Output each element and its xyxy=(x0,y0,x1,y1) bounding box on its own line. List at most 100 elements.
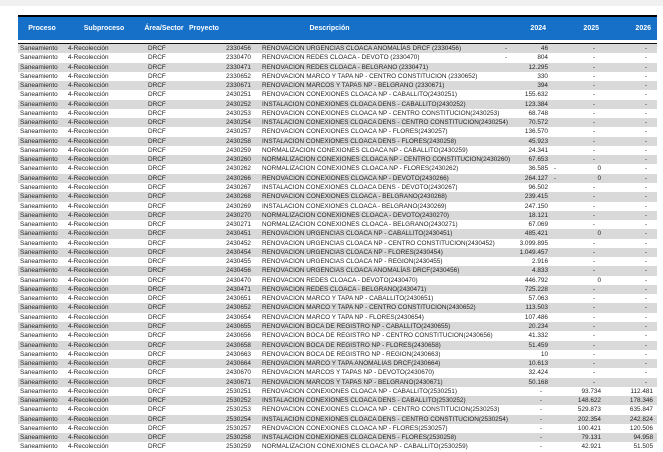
proceso-cell[interactable]: Saneamiento xyxy=(20,109,58,117)
proyecto-cell[interactable]: 2430651 xyxy=(226,295,251,303)
proceso-cell[interactable]: Saneamiento xyxy=(20,406,58,414)
descripcion-cell[interactable]: NORMALIZACION CONEXIONES CLOACA NP - FLO… xyxy=(262,165,459,173)
subproceso-cell[interactable]: 4-Recolección xyxy=(68,397,109,405)
y2024-cell[interactable]: 50.168 xyxy=(528,378,548,386)
y2024-cell[interactable]: 107.486 xyxy=(524,313,548,321)
y2026-cell[interactable]: - xyxy=(644,109,647,117)
area-sector-cell[interactable]: DRCF xyxy=(148,165,166,173)
y2025-cell[interactable]: -0 xyxy=(552,164,605,173)
descripcion-cell[interactable]: RENOVACION BOCA DE REGISTRO NP - CENTRO … xyxy=(262,332,493,340)
proceso-cell[interactable]: Saneamiento xyxy=(20,137,58,145)
area-sector-cell[interactable]: DRCF xyxy=(148,193,166,201)
subproceso-cell[interactable]: 4-Recolección xyxy=(68,276,109,284)
area-sector-cell[interactable]: DRCF xyxy=(148,258,166,266)
y2026-cell[interactable]: - xyxy=(644,137,647,145)
proyecto-cell[interactable]: 2430470 xyxy=(226,276,251,284)
y2024-cell[interactable]: 446.792 xyxy=(524,276,548,284)
area-sector-cell[interactable]: DRCF xyxy=(148,128,166,136)
descripcion-cell[interactable]: RENOVACION REDES CLOACA - BELGRANO (2330… xyxy=(262,63,429,71)
y2025-cell[interactable]: 42.921 xyxy=(581,443,601,451)
subproceso-cell[interactable]: 4-Recolección xyxy=(68,146,109,154)
descripcion-cell[interactable]: RENOVACION MARCO Y TAPA ANOMALIAS DRCF(2… xyxy=(262,360,441,368)
descripcion-cell[interactable]: NORMALIZACION CONEXIONES CLOACA NP - CAB… xyxy=(262,443,468,451)
proyecto-cell[interactable]: 2430253 xyxy=(226,109,251,117)
subproceso-cell[interactable]: 4-Recolección xyxy=(68,45,109,52)
y2026-cell[interactable]: - xyxy=(644,230,647,238)
descripcion-cell[interactable]: RENOVACION CONEXIONES CLOACA NP - CENTRO… xyxy=(262,109,500,117)
y2024-cell[interactable]: 57.063 xyxy=(528,295,548,303)
proceso-cell[interactable]: Saneamiento xyxy=(20,350,58,358)
y2026-cell[interactable]: - xyxy=(644,183,647,191)
proyecto-cell[interactable]: 2430260 xyxy=(226,156,251,164)
proyecto-cell[interactable]: 2430252 xyxy=(226,100,251,108)
subproceso-cell[interactable]: 4-Recolección xyxy=(68,183,109,191)
proyecto-cell[interactable]: 2430671 xyxy=(226,378,251,386)
y2026-cell[interactable]: - xyxy=(644,119,647,127)
y2025-cell[interactable]: 79.131 xyxy=(581,434,601,442)
y2025-cell[interactable]: - xyxy=(592,221,595,229)
proyecto-cell[interactable]: 2430652 xyxy=(226,304,251,312)
y2025-cell[interactable]: - xyxy=(592,378,595,386)
y2025-cell[interactable]: - xyxy=(592,295,595,303)
proceso-cell[interactable]: Saneamiento xyxy=(20,434,58,442)
y2024-cell[interactable]: - xyxy=(539,397,542,405)
y2026-cell[interactable]: - xyxy=(644,304,647,312)
area-sector-cell[interactable]: DRCF xyxy=(148,378,166,386)
y2026-cell[interactable]: 178.346 xyxy=(629,397,653,405)
proceso-cell[interactable]: Saneamiento xyxy=(20,211,58,219)
proceso-cell[interactable]: Saneamiento xyxy=(20,304,58,312)
y2024-cell[interactable]: 3.099.895 xyxy=(519,239,548,247)
subproceso-cell[interactable]: 4-Recolección xyxy=(68,295,109,303)
y2024-cell[interactable]: 18.121 xyxy=(528,211,548,219)
y2026-cell[interactable]: - xyxy=(644,285,647,293)
subproceso-cell[interactable]: 4-Recolección xyxy=(68,443,109,451)
y2025-cell[interactable]: - xyxy=(592,137,595,145)
subproceso-cell[interactable]: 4-Recolección xyxy=(68,313,109,321)
subproceso-cell[interactable]: 4-Recolección xyxy=(68,91,109,99)
area-sector-cell[interactable]: DRCF xyxy=(148,174,166,182)
area-sector-cell[interactable]: DRCF xyxy=(148,146,166,154)
subproceso-cell[interactable]: 4-Recolección xyxy=(68,174,109,182)
subproceso-cell[interactable]: 4-Recolección xyxy=(68,239,109,247)
subproceso-cell[interactable]: 4-Recolección xyxy=(68,54,109,62)
y2025-cell[interactable]: - xyxy=(592,63,595,71)
y2025-cell[interactable]: -0 xyxy=(552,174,605,183)
descripcion-cell[interactable]: RENOVACION URGENCIAS CLOACA NP - CENTRO … xyxy=(262,239,495,247)
y2024-cell[interactable]: - xyxy=(539,406,542,414)
proyecto-cell[interactable]: 2330471 xyxy=(226,63,251,71)
descripcion-cell[interactable]: RENOVACION URGENCIAS CLOACA NP - REGION(… xyxy=(262,258,443,266)
y2026-cell[interactable]: - xyxy=(644,221,647,229)
y2025-cell[interactable]: - xyxy=(592,193,595,201)
subproceso-cell[interactable]: 4-Recolección xyxy=(68,72,109,80)
y2024-cell[interactable]: 67.653 xyxy=(528,156,548,164)
proceso-cell[interactable]: Saneamiento xyxy=(20,443,58,451)
proyecto-cell[interactable]: 2330671 xyxy=(226,82,251,90)
y2024-cell[interactable]: 96.502 xyxy=(528,183,548,191)
subproceso-cell[interactable]: 4-Recolección xyxy=(68,387,109,395)
area-sector-cell[interactable]: DRCF xyxy=(148,211,166,219)
descripcion-cell[interactable]: RENOVACION CONEXIONES CLOACA NP - DEVOTO… xyxy=(262,174,449,182)
descripcion-cell[interactable]: RENOVACION CONEXIONES CLOACA NP - CABALL… xyxy=(262,91,457,99)
y2024-cell[interactable]: 264.127 xyxy=(524,174,548,182)
y2024-cell[interactable]: 36.585 xyxy=(528,165,548,173)
area-sector-cell[interactable]: DRCF xyxy=(148,239,166,247)
subproceso-cell[interactable]: 4-Recolección xyxy=(68,156,109,164)
proyecto-cell[interactable]: 2430269 xyxy=(226,202,251,210)
proceso-cell[interactable]: Saneamiento xyxy=(20,276,58,284)
descripcion-cell[interactable]: INSTALACION CONEXIONES CLOACA - BELGRANO… xyxy=(262,202,447,210)
proceso-cell[interactable]: Saneamiento xyxy=(20,378,58,386)
proceso-cell[interactable]: Saneamiento xyxy=(20,63,58,71)
y2026-cell[interactable]: - xyxy=(644,258,647,266)
area-sector-cell[interactable]: DRCF xyxy=(148,72,166,80)
y2026-cell[interactable]: - xyxy=(644,45,647,52)
y2026-cell[interactable]: - xyxy=(644,332,647,340)
proyecto-cell[interactable]: 2430471 xyxy=(226,285,251,293)
area-sector-cell[interactable]: DRCF xyxy=(148,82,166,90)
proyecto-cell[interactable]: 2430656 xyxy=(226,332,251,340)
descripcion-cell[interactable]: RENOVACION REDES CLOACA - BELGRANO(24304… xyxy=(262,285,427,293)
proceso-cell[interactable]: Saneamiento xyxy=(20,174,58,182)
y2024-cell[interactable]: - xyxy=(539,434,542,442)
y2025-cell[interactable]: 202.354 xyxy=(577,415,601,423)
y2024-cell[interactable]: 70.572 xyxy=(528,119,548,127)
area-sector-cell[interactable]: DRCF xyxy=(148,109,166,117)
